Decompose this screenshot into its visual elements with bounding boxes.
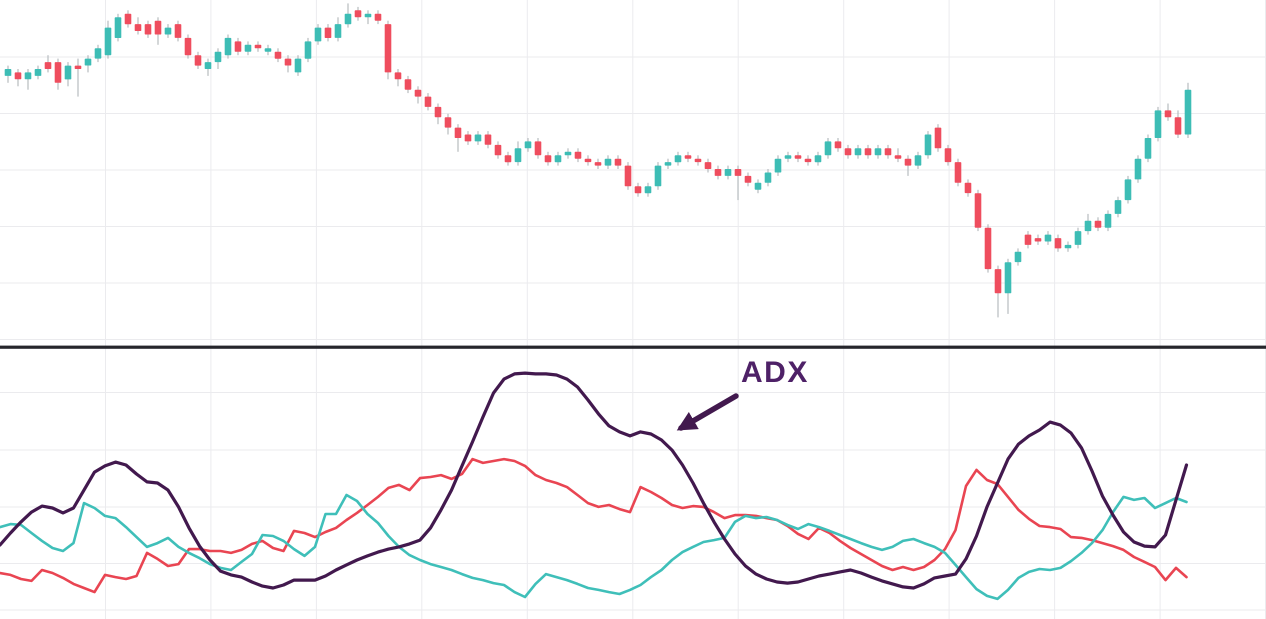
panel-separator — [0, 345, 1266, 349]
indicator-adx — [0, 371, 1189, 590]
indicator-line-teal — [0, 493, 1188, 601]
candle-bodies — [4, 10, 1192, 294]
adx-annotation-arrow — [676, 393, 739, 431]
adx-annotation-label: ADX — [741, 356, 809, 389]
indicator-line-red — [0, 457, 1188, 594]
